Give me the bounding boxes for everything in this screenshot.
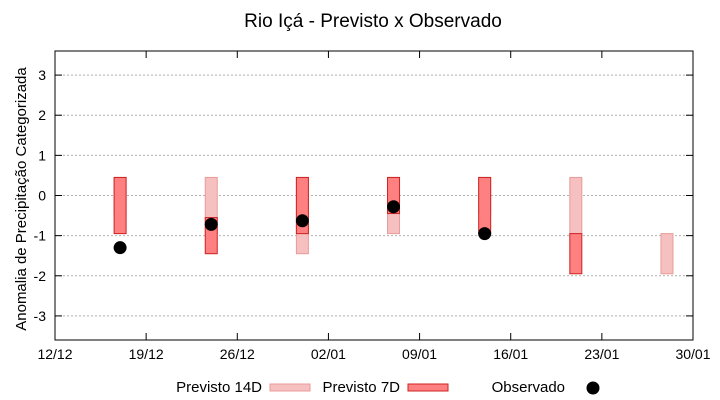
chart-title: Rio Içá - Previsto x Observado [244,11,502,32]
x-tick-label: 02/01 [311,346,346,362]
legend-swatch [269,383,311,392]
point-observado [113,241,127,255]
bars [113,176,674,275]
y-tick-label: -2 [34,268,47,284]
y-tick-label: 1 [38,147,46,163]
points [113,200,492,255]
x-tick-label: 09/01 [402,346,437,362]
plot-frame [54,50,694,341]
legend-label: Previsto 7D [322,379,400,396]
legend-label: Observado [492,379,565,396]
legend-label: Previsto 14D [176,379,262,396]
grid [55,74,693,317]
point-observado [295,214,309,228]
x-tick-label: 26/12 [220,346,255,362]
point-observado [478,227,492,241]
y-tick-label: 3 [38,67,46,83]
bar-previsto-14d [569,176,583,235]
x-tick-label: 16/01 [493,346,528,362]
axis-ticks: -3 -2 -1 0 1 2 3 12/12 19/12 26/12 02/01 09/01 16/01… [34,51,711,362]
x-tick-label: 12/12 [37,346,72,362]
legend-swatch [407,383,449,392]
y-axis-label: Anomalia de Precipitação Categorizada [13,67,30,331]
bar-previsto-14d [660,233,674,275]
x-tick-label: 30/01 [675,346,710,362]
bar-previsto-7d [569,233,583,275]
y-tick-label: -3 [34,308,47,324]
point-observado [204,217,218,231]
y-tick-label: 2 [38,107,46,123]
x-tick-label: 19/12 [129,346,164,362]
y-tick-label: 0 [38,188,46,204]
x-tick-label: 23/01 [584,346,619,362]
point-observado [387,200,401,214]
legend-swatch [586,381,600,395]
y-tick-label: -1 [34,228,47,244]
legend: Previsto 14D Previsto 7D Observado [176,379,600,396]
bar-previsto-7d [478,176,492,235]
bar-previsto-7d [113,176,127,235]
